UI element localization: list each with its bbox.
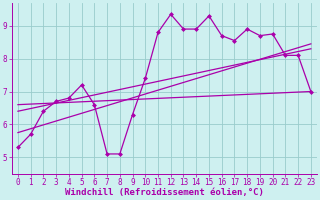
X-axis label: Windchill (Refroidissement éolien,°C): Windchill (Refroidissement éolien,°C) — [65, 188, 264, 197]
